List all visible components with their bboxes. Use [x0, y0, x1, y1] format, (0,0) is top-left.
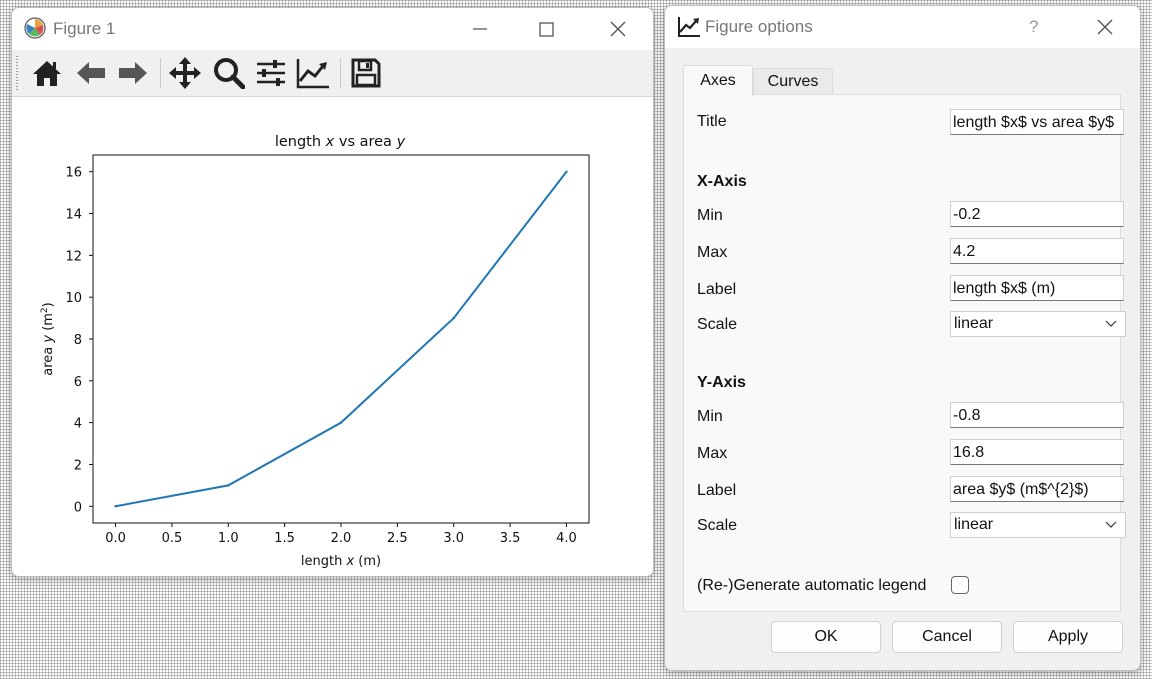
axes-tab-panel: Title X-Axis Min Max Label Scale linear … [683, 94, 1126, 612]
y-axis-heading: Y-Axis [697, 374, 746, 391]
plot-area [92, 154, 590, 524]
cancel-button[interactable]: Cancel [892, 621, 1002, 653]
close-button[interactable] [605, 16, 631, 42]
y-tick-label: 2 [74, 458, 82, 473]
toolbar-separator [340, 58, 341, 88]
x-tick-label: 3.5 [500, 531, 521, 546]
back-arrow-icon[interactable] [73, 56, 109, 90]
customize-icon[interactable] [295, 56, 331, 90]
x-min-label: Min [697, 207, 723, 224]
x-label-field[interactable] [950, 275, 1124, 301]
figure-titlebar[interactable]: Figure 1 [12, 8, 653, 50]
y-tick-label: 14 [65, 208, 82, 223]
x-axis-heading: X-Axis [697, 173, 747, 190]
x-axis-ticks: 0.0 0.5 1.0 1.5 2.0 2.5 3.0 3.5 4.0 [105, 523, 577, 546]
y-label-field[interactable] [950, 476, 1124, 502]
y-tick-label: 6 [74, 375, 82, 390]
subplots-icon[interactable] [253, 56, 289, 90]
chevron-down-icon [1105, 521, 1117, 528]
toolbar-separator [160, 58, 161, 88]
y-max-field[interactable] [950, 439, 1124, 465]
x-scale-label: Scale [697, 316, 738, 333]
data-point [565, 170, 568, 173]
y-tick-label: 12 [65, 249, 82, 264]
navigation-toolbar [12, 50, 653, 97]
y-tick-label: 4 [74, 417, 82, 432]
x-tick-label: 0.5 [162, 531, 183, 546]
y-scale-value: linear [954, 516, 994, 533]
tab-axes[interactable]: Axes [683, 65, 753, 96]
close-button[interactable] [1092, 14, 1118, 40]
y-tick-label: 0 [74, 500, 82, 515]
customize-icon [677, 16, 701, 43]
x-max-field[interactable] [950, 238, 1124, 264]
x-label-label: Label [697, 281, 737, 298]
title-label: Title [697, 113, 727, 130]
x-scale-select[interactable]: linear [950, 311, 1126, 337]
apply-button[interactable]: Apply [1013, 621, 1123, 653]
x-tick-label: 0.0 [105, 531, 126, 546]
x-tick-label: 1.0 [218, 531, 239, 546]
y-axis-ticks: 0 2 4 6 8 10 12 14 16 [65, 166, 93, 515]
legend-checkbox[interactable] [951, 576, 969, 594]
tab-curves[interactable]: Curves [753, 68, 833, 95]
help-button[interactable]: ? [1029, 17, 1039, 36]
data-point [227, 484, 230, 487]
x-tick-label: 4.0 [556, 531, 577, 546]
x-tick-label: 2.5 [387, 531, 408, 546]
chevron-down-icon [1105, 320, 1117, 327]
y-tick-label: 8 [74, 333, 82, 348]
y-min-label: Min [697, 408, 723, 425]
x-scale-value: linear [954, 315, 994, 332]
matplotlib-logo-icon [24, 17, 46, 44]
save-icon[interactable] [348, 56, 384, 90]
figure-window: Figure 1 [11, 7, 654, 577]
data-point [452, 316, 455, 320]
x-tick-label: 3.0 [443, 531, 464, 546]
figure-options-dialog: Figure options ? Axes Curves Title X-Axi… [664, 5, 1141, 671]
y-scale-label: Scale [697, 517, 738, 534]
y-axis-label: area y (m2) [40, 302, 56, 376]
options-titlebar[interactable]: Figure options ? [665, 6, 1140, 48]
zoom-icon[interactable] [211, 56, 247, 90]
x-tick-label: 2.0 [331, 531, 352, 546]
y-scale-select[interactable]: linear [950, 512, 1126, 538]
toolbar-grip[interactable] [16, 56, 18, 90]
x-axis-label: length x (m) [301, 554, 381, 569]
data-point [339, 421, 343, 424]
y-tick-label: 16 [65, 166, 82, 181]
ok-button[interactable]: OK [771, 621, 881, 653]
figure-window-title: Figure 1 [53, 19, 116, 38]
home-icon[interactable] [29, 56, 65, 90]
minimize-button[interactable] [467, 16, 493, 42]
pan-icon[interactable] [167, 56, 203, 90]
y-max-label: Max [697, 445, 728, 462]
y-label-label: Label [697, 482, 737, 499]
data-point [114, 505, 117, 508]
line-chart[interactable]: length x vs area y 0.0 0.5 1.0 1.5 2.0 2.5 3.0… [12, 97, 652, 577]
forward-arrow-icon[interactable] [115, 56, 151, 90]
title-field[interactable] [950, 109, 1124, 135]
y-tick-label: 10 [65, 291, 82, 306]
x-tick-label: 1.5 [274, 531, 295, 546]
chart-title: length x vs area y [275, 134, 406, 150]
options-dialog-title: Figure options [705, 17, 813, 36]
maximize-button[interactable] [533, 16, 559, 42]
figure-canvas[interactable]: length x vs area y 0.0 0.5 1.0 1.5 2.0 2.5 3.0… [12, 97, 653, 576]
y-min-field[interactable] [950, 402, 1124, 428]
x-min-field[interactable] [950, 201, 1124, 227]
legend-label: (Re-)Generate automatic legend [697, 577, 927, 594]
x-max-label: Max [697, 244, 728, 261]
